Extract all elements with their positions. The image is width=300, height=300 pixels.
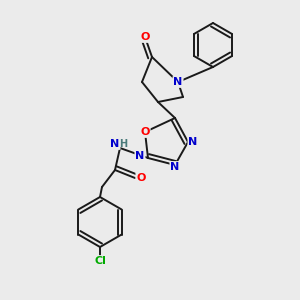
Text: Cl: Cl [94,256,106,266]
Text: N: N [173,77,183,87]
Text: N: N [110,139,120,149]
Text: N: N [188,137,198,147]
Text: O: O [140,32,150,42]
Text: N: N [135,151,145,161]
Text: O: O [136,173,146,183]
Text: N: N [170,162,180,172]
Text: O: O [140,127,150,137]
Text: H: H [119,139,127,149]
